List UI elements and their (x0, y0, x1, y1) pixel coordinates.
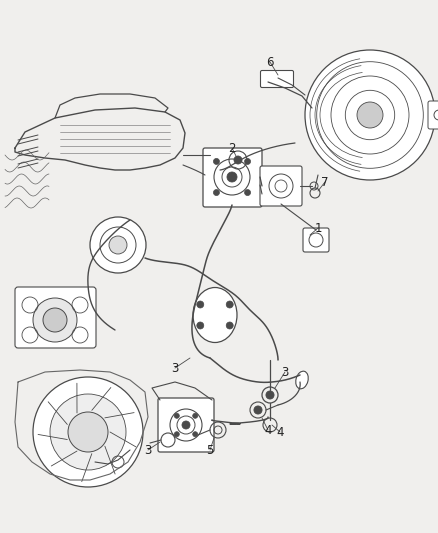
Text: 5: 5 (206, 443, 213, 456)
Circle shape (356, 102, 382, 128)
Ellipse shape (193, 287, 237, 343)
Circle shape (196, 322, 203, 329)
Ellipse shape (295, 371, 307, 389)
Circle shape (109, 236, 127, 254)
FancyBboxPatch shape (427, 101, 438, 129)
Circle shape (226, 301, 233, 308)
Circle shape (304, 50, 434, 180)
Circle shape (254, 406, 261, 414)
Circle shape (213, 158, 219, 165)
Text: 3: 3 (144, 443, 152, 456)
FancyBboxPatch shape (302, 228, 328, 252)
Circle shape (174, 432, 179, 437)
Circle shape (192, 432, 197, 437)
Text: 7: 7 (321, 175, 328, 189)
Circle shape (68, 412, 108, 452)
Circle shape (226, 172, 237, 182)
Text: 3: 3 (171, 361, 178, 375)
Circle shape (244, 158, 250, 165)
Circle shape (33, 298, 77, 342)
FancyBboxPatch shape (15, 287, 96, 348)
Circle shape (182, 421, 190, 429)
Circle shape (244, 190, 250, 196)
Circle shape (43, 308, 67, 332)
Text: 1: 1 (314, 222, 321, 235)
Circle shape (174, 413, 179, 418)
Circle shape (50, 394, 126, 470)
FancyBboxPatch shape (259, 166, 301, 206)
Circle shape (90, 217, 146, 273)
Text: 4: 4 (264, 424, 271, 437)
Circle shape (33, 377, 143, 487)
FancyBboxPatch shape (158, 398, 213, 452)
Text: 6: 6 (265, 55, 273, 69)
Circle shape (265, 391, 273, 399)
Circle shape (226, 322, 233, 329)
Circle shape (233, 156, 241, 164)
Circle shape (192, 413, 197, 418)
Circle shape (196, 301, 203, 308)
Text: 3: 3 (281, 366, 288, 378)
Text: 2: 2 (228, 141, 235, 155)
FancyBboxPatch shape (202, 148, 261, 207)
Text: 4: 4 (276, 425, 283, 439)
Circle shape (213, 190, 219, 196)
FancyBboxPatch shape (260, 70, 293, 87)
